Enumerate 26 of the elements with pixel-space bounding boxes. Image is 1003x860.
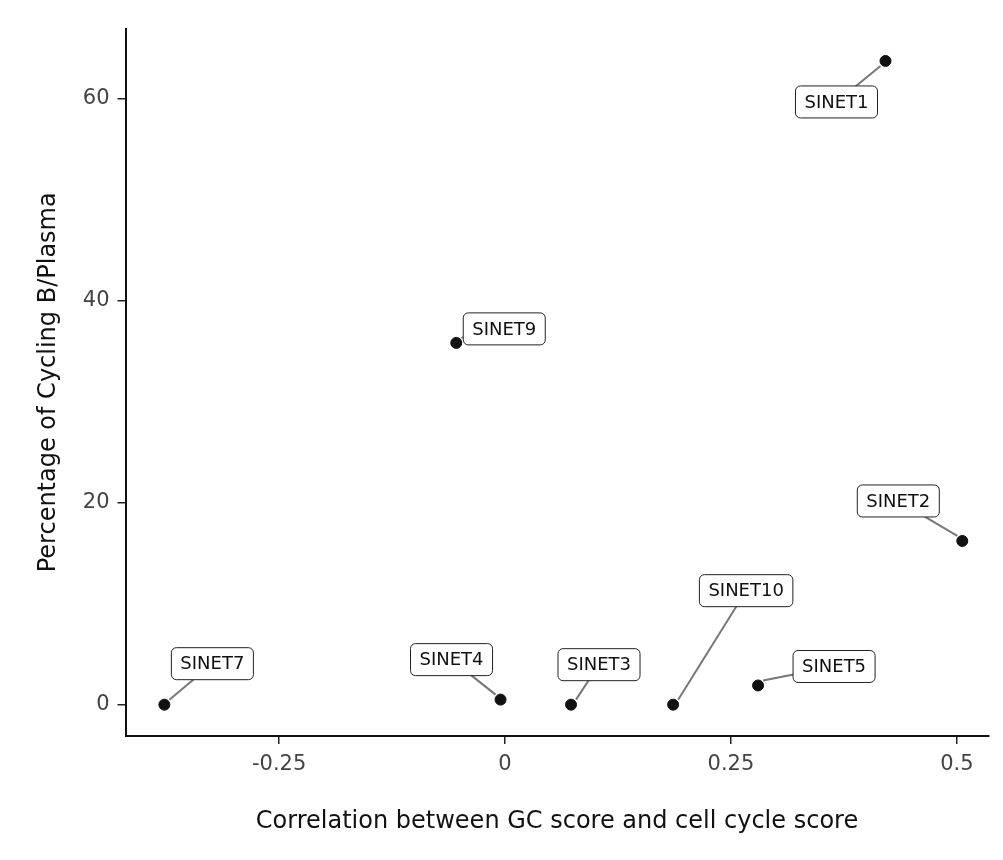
point: [565, 698, 578, 711]
y-tick-label: 0: [96, 691, 110, 716]
point: [956, 534, 969, 547]
point: [752, 679, 765, 692]
y-tick-label: 60: [82, 84, 110, 109]
y-tick-label: 40: [82, 286, 110, 311]
point: [879, 54, 892, 67]
x-tick-label: 0: [498, 751, 512, 776]
annotation: SINET4: [419, 648, 484, 670]
annotation: SINET3: [567, 653, 632, 675]
annotation: SINET9: [472, 317, 537, 339]
annotation: SINET10: [708, 579, 784, 601]
point: [667, 698, 680, 711]
annotation: SINET5: [802, 655, 867, 677]
x-axis-title: Correlation between GC score and cell cycle score: [255, 805, 859, 834]
point: [450, 336, 463, 349]
y-tick-label: 20: [82, 489, 110, 514]
point: [494, 693, 507, 706]
x-tick-label: 0.5: [940, 751, 974, 776]
y-axis-title: Percentage of Cycling B/Plasma: [32, 192, 61, 573]
annotation: SINET7: [180, 652, 245, 674]
x-tick-label: -0.25: [251, 751, 307, 776]
x-tick-label: 0.25: [707, 751, 755, 776]
annotation: SINET1: [804, 90, 869, 112]
point: [158, 698, 171, 711]
annotation: SINET2: [866, 489, 931, 511]
